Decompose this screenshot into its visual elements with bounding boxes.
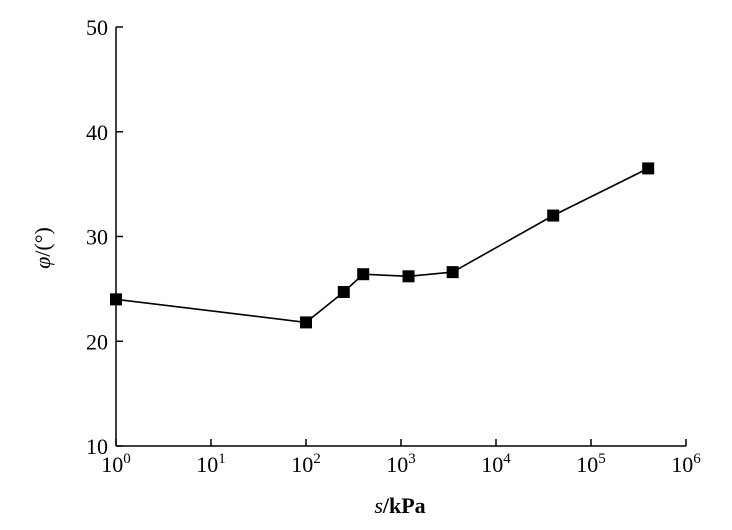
x-axis-label: s/kPa [374,493,425,518]
x-tick-base: 10 [291,452,313,477]
x-tick-base: 10 [671,452,693,477]
x-tick-base: 10 [386,452,408,477]
x-tick-exponent: 1 [218,451,226,467]
x-tick-base: 10 [196,452,218,477]
axes [115,27,686,447]
data-point-marker [402,270,415,283]
y-axis-var: φ [30,257,55,269]
x-tick-exponent: 6 [693,451,701,467]
y-ticks: 10 20 30 40 50 [86,15,123,459]
x-tick-label: 103 [386,451,416,477]
data-point-marker [642,162,655,175]
y-tick-label: 40 [86,120,108,145]
x-tick-label: 105 [576,451,606,477]
x-tick-exponent: 3 [408,451,416,467]
y-axis-label: φ/(°) [30,227,55,269]
x-tick-label: 100 [101,451,131,477]
y-tick-label: 20 [86,329,108,354]
y-tick-label: 30 [86,225,108,250]
series-line [115,167,649,324]
data-point-marker [337,286,350,299]
data-point-marker [547,209,560,222]
x-tick-exponent: 0 [123,451,131,467]
x-tick-label: 104 [481,451,511,477]
x-tick-base: 10 [576,452,598,477]
x-axis-var: s [374,493,383,518]
y-tick-label: 50 [86,15,108,40]
series [110,162,655,329]
x-ticks: 100 101 102 103 104 105 106 [101,439,701,477]
x-tick-exponent: 5 [598,451,606,467]
y-tick-label: 10 [86,434,108,459]
x-tick-base: 10 [481,452,503,477]
y-axis-unit: /(°) [30,227,55,257]
x-tick-exponent: 2 [313,451,321,467]
data-point-marker [110,293,122,306]
x-tick-base: 10 [101,452,123,477]
x-tick-label: 106 [671,451,701,477]
data-point-marker [357,268,370,281]
data-point-marker [446,266,459,279]
x-axis-unit: /kPa [382,493,426,518]
x-tick-label: 102 [291,451,321,477]
data-point-marker [300,316,312,329]
x-tick-label: 101 [196,451,226,477]
x-tick-exponent: 4 [503,451,511,467]
